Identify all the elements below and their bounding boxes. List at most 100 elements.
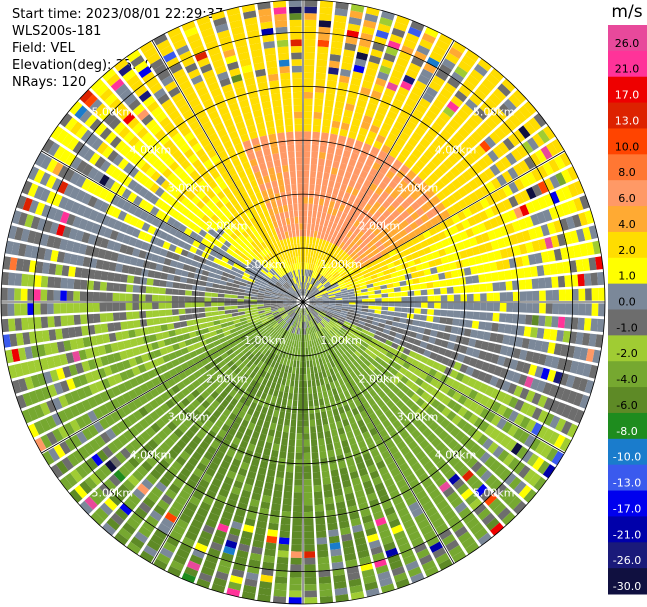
range-gate-cell <box>309 302 317 304</box>
range-gate-cell <box>349 260 356 267</box>
range-gate-cell <box>365 188 374 198</box>
range-gate-cell <box>359 395 367 405</box>
range-gate-cell <box>317 39 330 48</box>
range-gate-cell <box>348 208 356 217</box>
range-gate-cell <box>293 393 298 401</box>
range-gate-cell <box>304 78 314 86</box>
range-gate-cell <box>353 376 361 385</box>
range-gate-cell <box>584 210 595 225</box>
range-gate-cell <box>417 518 430 530</box>
range-gate-cell <box>198 478 210 489</box>
range-gate-cell <box>381 94 393 104</box>
range-gate-cell <box>205 312 213 317</box>
range-gate-cell <box>378 466 389 476</box>
range-gate-cell <box>247 422 256 431</box>
range-gate-cell <box>488 497 502 511</box>
range-gate-cell <box>415 103 428 115</box>
range-gate-cell <box>459 311 467 319</box>
range-gate-cell <box>332 326 339 333</box>
range-gate-cell <box>542 125 556 140</box>
range-gate-cell <box>294 380 299 388</box>
range-gate-cell <box>552 289 560 301</box>
range-gate-cell <box>368 363 376 372</box>
range-gate-cell <box>367 252 375 259</box>
range-gate-cell <box>334 8 348 17</box>
range-gate-cell <box>512 348 522 359</box>
range-gate-cell <box>388 359 397 368</box>
range-gate-cell <box>279 370 284 378</box>
range-gate-cell <box>444 468 456 480</box>
range-gate-cell <box>491 322 499 332</box>
range-gate-cell <box>363 74 375 84</box>
range-gate-cell <box>393 473 404 483</box>
range-gate-cell <box>422 230 432 239</box>
range-gate-cell <box>298 387 303 394</box>
range-gate-cell <box>531 407 543 421</box>
range-gate-cell <box>295 307 300 313</box>
range-gate-cell <box>536 265 545 277</box>
range-gate-cell <box>224 294 232 298</box>
range-gate-cell <box>304 0 318 7</box>
range-gate-cell <box>374 309 382 314</box>
range-gate-cell <box>263 303 271 306</box>
range-gate-cell <box>335 307 342 310</box>
range-gate-cell <box>423 149 435 160</box>
range-gate-cell <box>341 353 349 361</box>
range-gate-cell <box>238 362 246 370</box>
range-gate-cell <box>150 468 162 480</box>
range-gate-cell <box>495 378 505 390</box>
range-gate-cell <box>303 137 311 145</box>
range-gate-cell <box>227 533 239 543</box>
range-gate-cell <box>395 195 405 204</box>
range-gate-cell <box>313 478 322 486</box>
range-gate-cell <box>371 259 379 266</box>
range-gate-cell <box>282 498 292 506</box>
range-gate-cell <box>189 331 197 338</box>
range-gate-cell <box>444 451 456 463</box>
range-gate-cell <box>314 317 320 324</box>
range-gate-cell <box>20 303 28 316</box>
range-gate-cell <box>450 351 459 361</box>
range-gate-cell <box>316 303 323 305</box>
range-gate-cell <box>516 144 528 158</box>
range-gate-cell <box>376 232 385 240</box>
range-gate-cell <box>304 72 314 79</box>
range-gate-cell <box>335 1 349 10</box>
range-gate-cell <box>387 288 395 293</box>
range-gate-cell <box>450 243 459 253</box>
range-gate-cell <box>446 100 460 113</box>
range-gate-cell <box>548 431 560 446</box>
range-gate-cell <box>252 539 264 549</box>
range-gate-cell <box>394 185 404 195</box>
range-gate-cell <box>348 464 357 473</box>
range-gate-cell <box>304 85 314 93</box>
range-gate-cell <box>205 282 213 288</box>
range-gate-cell <box>202 524 215 535</box>
range-gate-cell <box>231 486 242 496</box>
range-gate-cell <box>324 356 330 364</box>
range-gate-cell <box>507 383 518 395</box>
range-gate-cell <box>289 359 294 367</box>
range-gate-cell <box>46 303 54 315</box>
range-gate-cell <box>314 332 319 339</box>
range-gate-cell <box>458 85 472 98</box>
range-gate-cell <box>459 250 468 259</box>
range-gate-cell <box>304 597 318 604</box>
range-gate-cell <box>366 240 375 248</box>
range-gate-cell <box>303 111 313 119</box>
range-gate-cell <box>523 326 532 337</box>
range-gate-cell <box>325 284 332 289</box>
range-gate-cell <box>502 393 513 406</box>
range-gate-cell <box>200 322 208 329</box>
range-gate-cell <box>491 191 502 203</box>
range-gate-cell <box>342 479 352 488</box>
range-gate-cell <box>508 195 519 208</box>
range-gate-cell <box>528 364 538 376</box>
range-gate-cell <box>445 52 460 65</box>
range-gate-cell <box>454 90 468 103</box>
range-gate-cell <box>384 409 394 419</box>
range-gate-cell <box>502 334 511 345</box>
range-gate-cell <box>385 424 395 434</box>
range-gate-cell <box>327 322 334 329</box>
range-gate-cell <box>326 153 334 161</box>
